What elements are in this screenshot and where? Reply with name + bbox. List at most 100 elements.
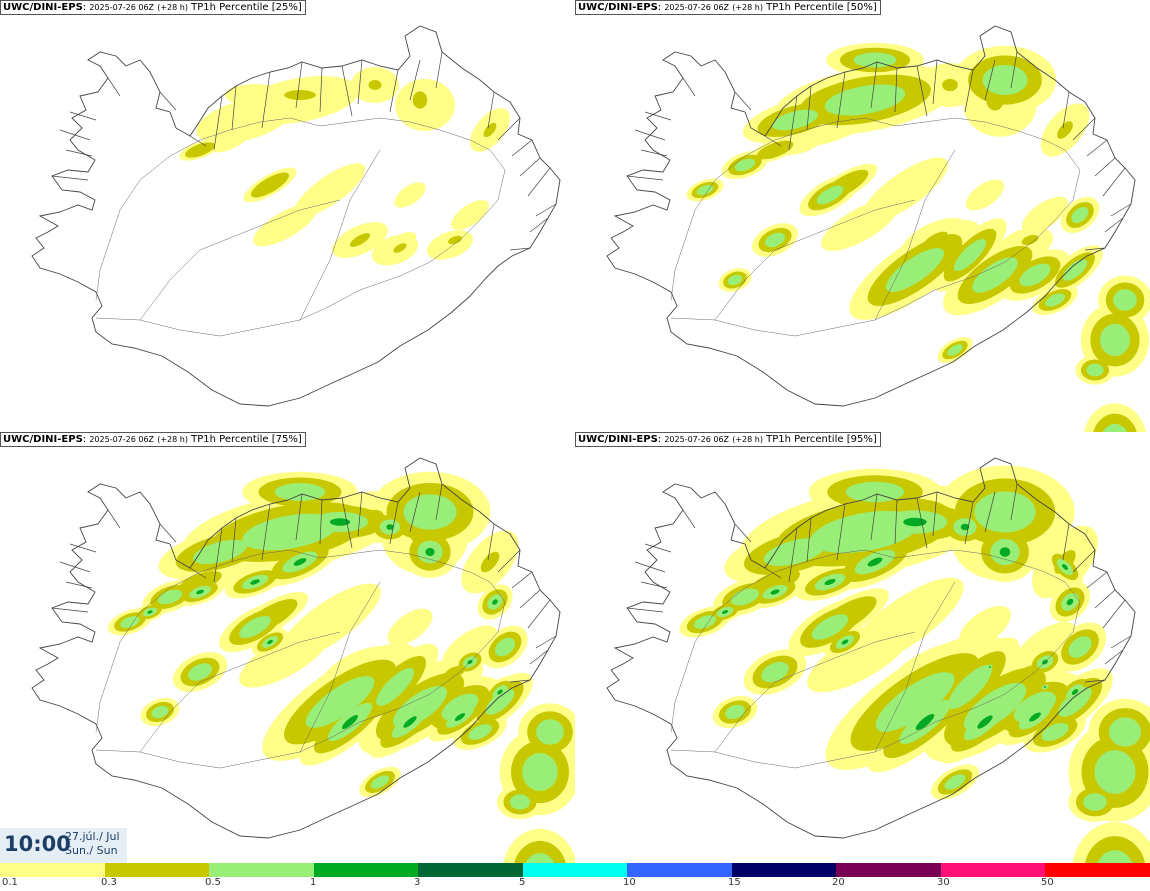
precip-map-svg	[606, 25, 1150, 432]
precip-contour	[284, 90, 316, 100]
precip-contour	[370, 775, 390, 789]
precip-contour	[886, 248, 944, 292]
precip-contour	[536, 719, 564, 745]
legend-tick: 0.3	[101, 877, 117, 888]
fjord-line	[261, 71, 271, 129]
fjord-line	[107, 509, 121, 529]
fjord-line	[1102, 167, 1126, 197]
fjord-line	[511, 139, 533, 157]
fjord-line	[932, 491, 938, 537]
precip-contour	[454, 713, 466, 721]
fjord-line	[519, 157, 541, 177]
legend-tick: 15	[728, 877, 741, 888]
valid-time-clock: 10:00	[4, 832, 71, 856]
precip-contour	[1045, 293, 1065, 307]
precip-contour	[1019, 263, 1051, 287]
precip-contour	[841, 639, 849, 645]
precip-contour	[1057, 121, 1073, 139]
fjord-line	[644, 111, 672, 121]
precip-contour	[1100, 323, 1130, 357]
precip-contour	[387, 608, 433, 646]
fjord-line	[59, 561, 91, 573]
precip-contour	[250, 579, 260, 585]
fjord-line	[107, 77, 121, 97]
fjord-line	[59, 129, 91, 141]
fjord-line	[634, 129, 666, 141]
legend-swatch	[418, 863, 523, 877]
precip-contour	[386, 524, 394, 530]
legend-swatch	[522, 863, 628, 877]
precip-contour	[267, 639, 273, 645]
precip-contour	[875, 672, 955, 732]
precip-contour	[915, 713, 935, 731]
fjord-line	[1094, 157, 1116, 177]
fjord-line	[916, 65, 928, 117]
precip-contour	[451, 199, 489, 231]
precip-contour	[509, 794, 531, 810]
precip-contour	[151, 705, 169, 719]
precip-contour	[1086, 363, 1104, 377]
precip-contour	[903, 517, 927, 527]
precip-contour	[1071, 207, 1089, 223]
precip-contour	[811, 614, 849, 640]
precip-contour	[225, 84, 285, 106]
fjord-line	[519, 589, 541, 609]
precip-contour	[188, 663, 212, 681]
fjord-line	[964, 501, 974, 545]
precip-contour	[853, 52, 897, 68]
fjord-line	[65, 149, 93, 157]
precip-contour	[1108, 717, 1142, 747]
precip-contour	[442, 625, 498, 669]
fjord-line	[734, 523, 752, 543]
fjord-line	[788, 527, 798, 583]
fjord-line	[640, 581, 668, 589]
coastline	[606, 457, 1136, 839]
precip-contour	[513, 840, 567, 864]
fjord-line	[788, 95, 798, 151]
fjord-line	[836, 503, 846, 561]
precip-contour	[944, 774, 966, 790]
legend-tick: 0.5	[205, 877, 221, 888]
panel-title: UWC/DINI-EPS: 2025-07-26 06Z (+28 h) TP1…	[0, 0, 306, 15]
precip-contour	[403, 494, 457, 530]
fjord-line	[231, 85, 237, 131]
precip-contour	[727, 274, 743, 286]
precip-contour	[294, 163, 366, 217]
road-lines	[95, 117, 506, 337]
fjord-line	[1094, 589, 1116, 609]
precip-contour	[368, 80, 382, 90]
fjord-line	[964, 69, 974, 113]
precip-contour	[721, 610, 729, 614]
fjord-line	[1062, 91, 1070, 129]
legend-swatch	[627, 863, 732, 877]
precip-contour	[816, 185, 844, 205]
fjord-line	[1104, 649, 1124, 665]
map-panel-p95: UWC/DINI-EPS: 2025-07-26 06Z (+28 h) TP1…	[575, 432, 1150, 864]
precip-contour	[960, 523, 970, 531]
precip-contour	[867, 557, 883, 567]
precip-contour	[485, 689, 515, 715]
legend-tick-labels: 0.1 0.3 0.5 1 3 5 10 15 20 30 50	[0, 877, 1150, 891]
precip-contour	[492, 599, 498, 605]
precip-map-svg	[606, 457, 1150, 864]
fjord-line	[529, 217, 549, 233]
precip-contour	[763, 537, 827, 567]
precip-contour	[1029, 712, 1041, 722]
precip-contour	[196, 96, 294, 144]
fjord-line	[1072, 117, 1096, 141]
coastline	[606, 25, 1136, 407]
fjord-line	[1010, 483, 1018, 521]
fjord-line	[894, 499, 898, 545]
fjord-line	[916, 497, 928, 549]
fjord-line	[319, 67, 323, 113]
precip-contour	[448, 235, 462, 245]
fjord-line	[435, 51, 443, 89]
precip-map-svg	[31, 457, 575, 864]
precip-contour	[731, 588, 759, 606]
fjord-line	[497, 117, 521, 141]
precip-contour	[696, 185, 714, 195]
fjord-line	[932, 59, 938, 105]
fjord-line	[357, 59, 363, 105]
precip-contour	[1094, 750, 1136, 794]
precip-contour	[982, 65, 1028, 95]
